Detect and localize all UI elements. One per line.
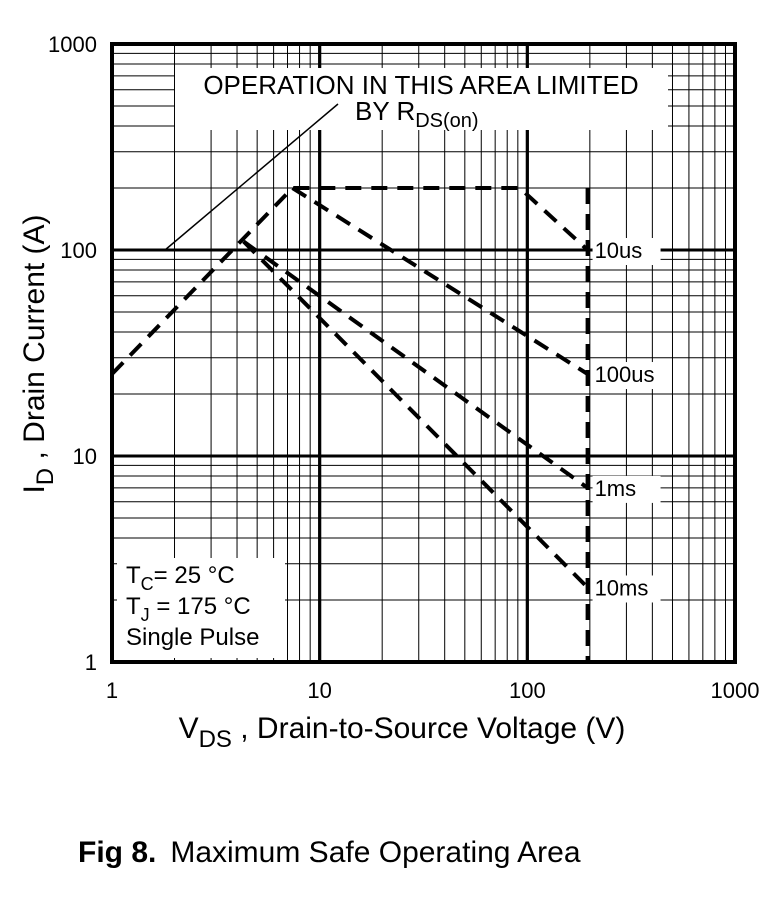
annotation-line-2: BY RDS(on) [355,96,479,132]
x-axis-title: VDS , Drain-to-Source Voltage (V) [179,712,626,753]
curve-label-background [592,575,661,603]
x-tick-label: 1 [106,678,118,703]
y-tick-label: 100 [60,238,97,263]
annotation-background [175,68,668,130]
y-tick-label: 1000 [48,32,97,57]
condition-tj: TJ = 175 °C [126,593,251,625]
annotation-pointer [164,103,339,251]
annotation-line-1: OPERATION IN THIS AREA LIMITED [203,70,638,100]
x-tick-labels: 1 10 100 1000 [106,678,760,703]
soa-curve-100us [291,186,589,376]
curves [110,186,590,662]
condition-pulse: Single Pulse [126,624,259,651]
curve-label-10us: 10us [595,238,643,263]
curve-label-1ms: 1ms [595,476,637,501]
x-tick-label: 10 [307,678,331,703]
x-tick-label: 100 [509,678,546,703]
condition-tc: TC= 25 °C [126,562,235,594]
curve-label-background [592,475,661,503]
y-tick-label: 10 [73,444,97,469]
x-tick-label: 1000 [711,678,760,703]
y-axis-title: ID , Drain Current (A) [18,214,59,493]
y-tick-labels: 1 10 100 1000 [48,32,97,675]
curve-label-background [592,238,661,265]
curve-label-100us: 100us [595,362,655,387]
plot-frame [110,42,737,664]
figure-caption: Fig 8. Maximum Safe Operating Area [78,836,581,869]
soa-curve-10us [110,186,589,376]
curve-label-10ms: 10ms [595,575,649,600]
curve-labels: 10us 100us 1ms 10ms [592,238,661,603]
soa-curve-1ms [242,239,589,490]
curve-label-background [592,362,661,390]
soa-curve-10ms [242,240,590,589]
conditions-background [117,558,285,658]
y-tick-label: 1 [85,650,97,675]
